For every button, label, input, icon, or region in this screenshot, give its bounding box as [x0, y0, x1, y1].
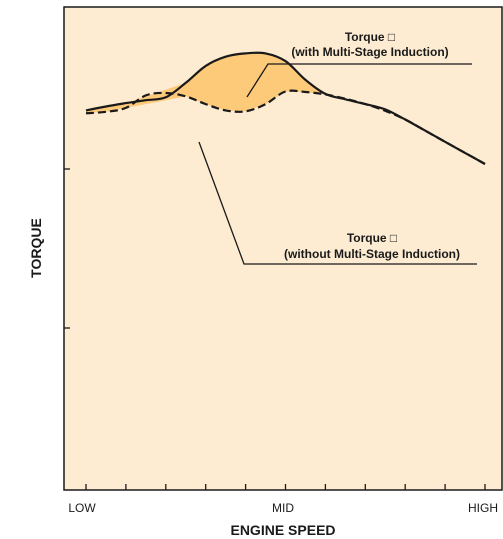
annotation-without-line1: Torque □ [347, 231, 397, 245]
annotation-without-leader [198, 141, 477, 265]
y-axis-title: TORQUE [28, 218, 44, 278]
annotation-with-line1: Torque □ [345, 30, 395, 44]
x-tick-label-high: HIGH [468, 501, 498, 515]
annotation-with-line2: (with Multi-Stage Induction) [291, 45, 448, 59]
annotation-with-leader [246, 63, 472, 98]
series-line-with-multi-stage [85, 51, 486, 165]
axis-ticks [64, 168, 486, 490]
annotation-leaders [198, 63, 477, 265]
x-tick-label-low: LOW [68, 501, 96, 515]
x-tick-label-mid: MID [272, 501, 294, 515]
torque-gain-area [86, 53, 485, 164]
x-axis-title: ENGINE SPEED [230, 522, 335, 538]
annotation-without-line2: (without Multi-Stage Induction) [284, 247, 460, 261]
